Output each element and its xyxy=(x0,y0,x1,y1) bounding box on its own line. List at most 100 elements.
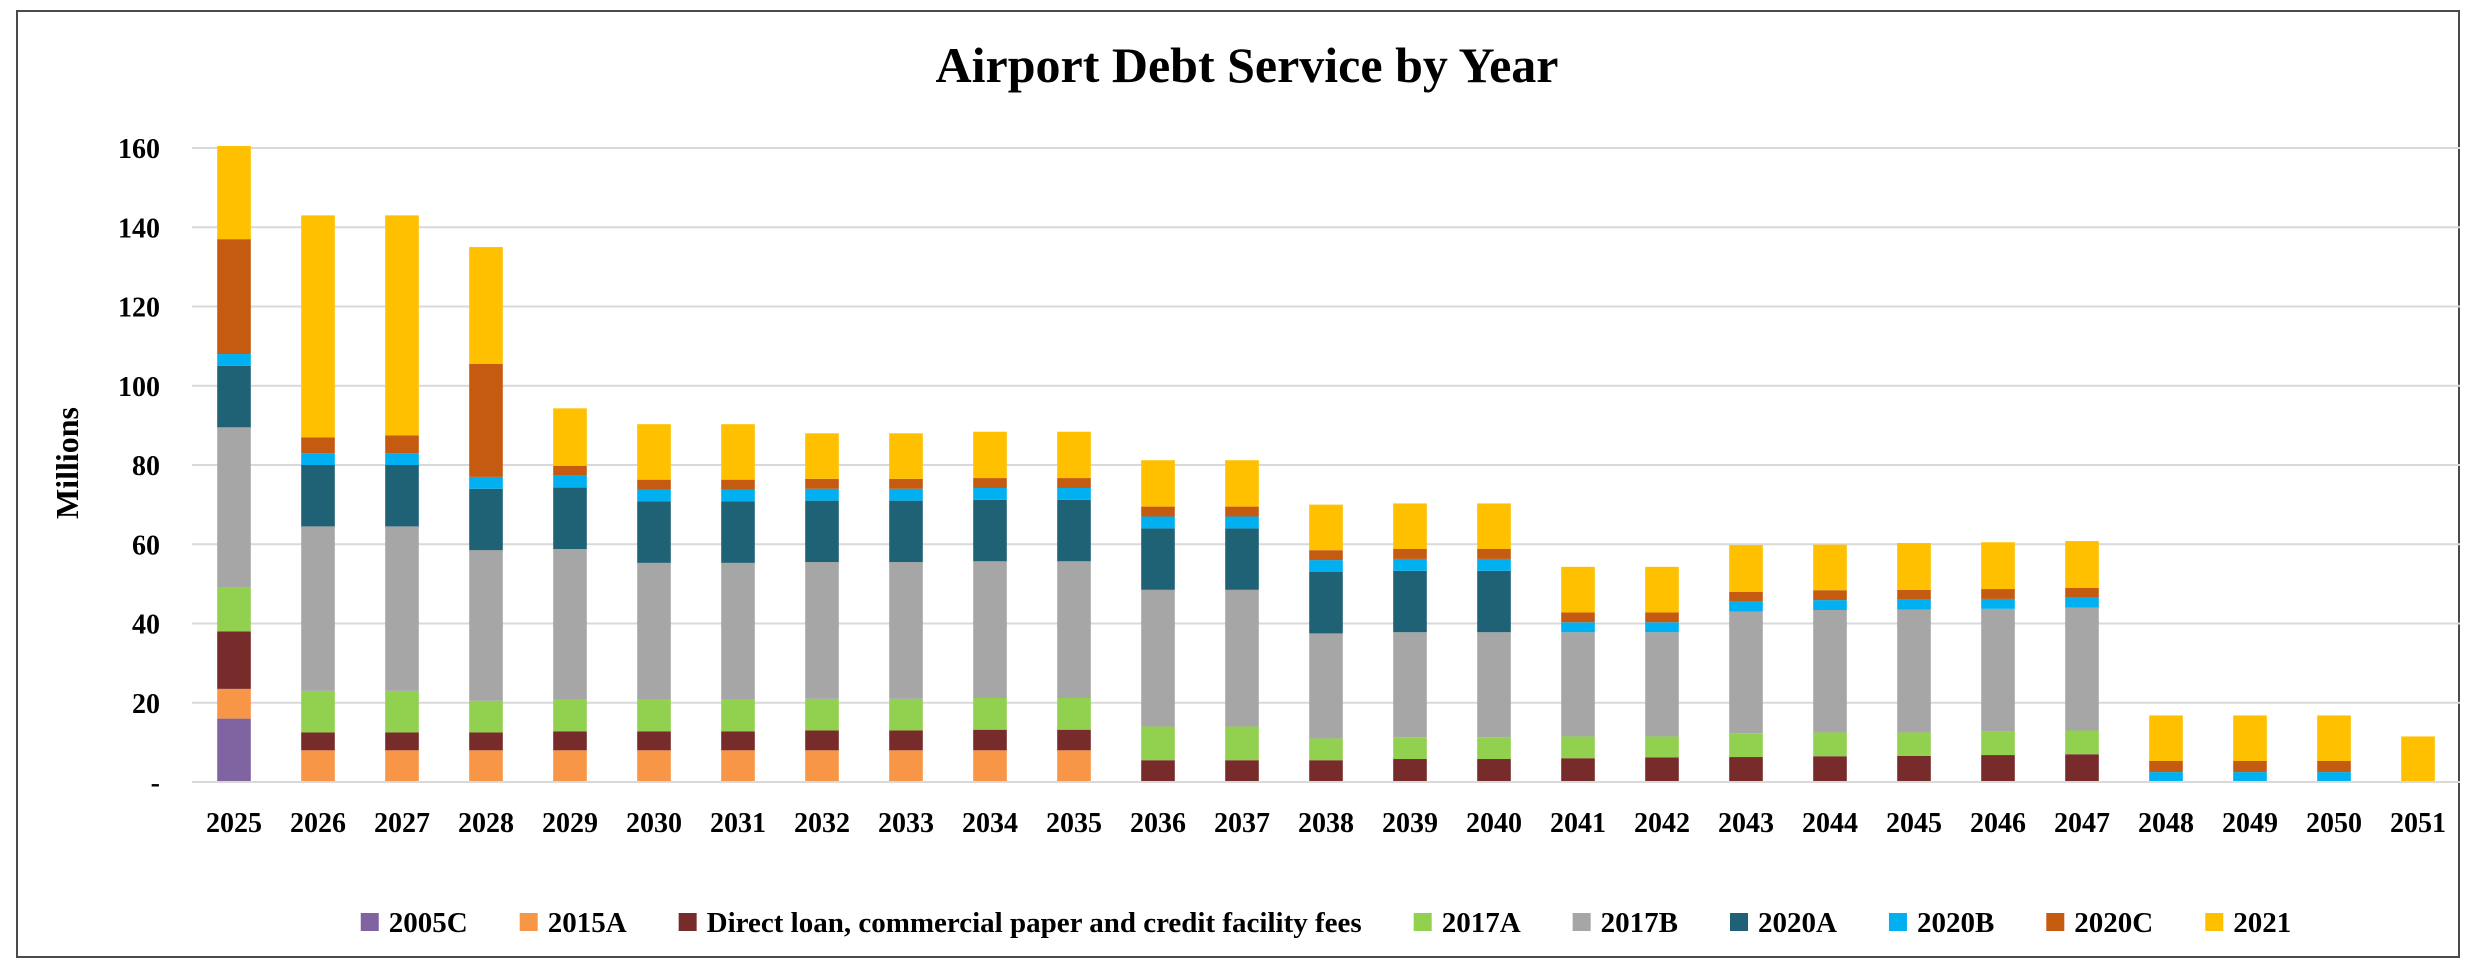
bar-segment xyxy=(973,561,1007,698)
bar-segment xyxy=(1141,506,1175,517)
bar-segment xyxy=(1057,697,1091,730)
bar-segment xyxy=(973,487,1007,500)
legend-label: 2017A xyxy=(1442,907,1521,939)
legend-item: Direct loan, commercial paper and credit… xyxy=(678,907,1362,939)
bar-segment xyxy=(1645,622,1679,633)
x-tick-label: 2044 xyxy=(1802,808,1858,839)
bar-segment xyxy=(2233,760,2267,773)
bar-segment xyxy=(1981,542,2015,590)
bar-segment xyxy=(1309,633,1343,739)
bar-segment xyxy=(973,750,1007,782)
legend-swatch xyxy=(360,913,379,931)
bar-segment xyxy=(805,488,839,501)
bar-segment xyxy=(889,478,923,489)
bar-segment xyxy=(889,750,923,782)
bar-2044 xyxy=(1813,544,1847,782)
bars xyxy=(217,146,2435,782)
bar-segment xyxy=(1645,757,1679,782)
bar-2036 xyxy=(1141,460,1175,782)
legend-swatch xyxy=(2205,913,2224,931)
bar-2030 xyxy=(637,424,671,782)
y-tick-label: 140 xyxy=(118,213,160,244)
bar-segment xyxy=(1729,757,1763,782)
bar-segment xyxy=(1477,632,1511,738)
bar-segment xyxy=(1813,600,1847,611)
bar-segment xyxy=(1393,549,1427,559)
bar-segment xyxy=(1393,503,1427,550)
bar-segment xyxy=(1897,732,1931,756)
bar-segment xyxy=(469,363,503,477)
bar-segment xyxy=(1897,589,1931,600)
bar-segment xyxy=(301,215,335,438)
bar-segment xyxy=(1141,589,1175,727)
bar-segment xyxy=(553,750,587,782)
bar-segment xyxy=(889,500,923,563)
bar-segment xyxy=(973,499,1007,562)
x-tick-label: 2043 xyxy=(1718,808,1774,839)
bar-segment xyxy=(1141,760,1175,782)
bar-segment xyxy=(805,478,839,489)
bar-segment xyxy=(637,699,671,732)
bar-segment xyxy=(1897,543,1931,590)
x-tick-label: 2045 xyxy=(1886,808,1942,839)
bar-segment xyxy=(1141,726,1175,761)
bar-segment xyxy=(301,526,335,691)
bar-segment xyxy=(1477,549,1511,559)
bar-segment xyxy=(721,479,755,490)
bar-segment xyxy=(2317,715,2351,761)
bar-segment xyxy=(1225,516,1259,529)
bar-2047 xyxy=(2065,541,2099,782)
bar-segment xyxy=(889,488,923,501)
bar-segment xyxy=(1141,528,1175,590)
bar-segment xyxy=(1309,550,1343,561)
bar-2046 xyxy=(1981,542,2015,782)
bar-2031 xyxy=(721,424,755,782)
bar-segment xyxy=(301,750,335,782)
bar-segment xyxy=(1645,632,1679,737)
x-tick-label: 2047 xyxy=(2054,808,2110,839)
bar-segment xyxy=(1561,736,1595,759)
bar-segment xyxy=(2065,587,2099,598)
bar-segment xyxy=(469,476,503,489)
x-tick-label: 2040 xyxy=(1466,808,1522,839)
legend-label: 2021 xyxy=(2233,907,2291,939)
bar-segment xyxy=(1393,570,1427,633)
bar-segment xyxy=(1309,738,1343,761)
bar-segment xyxy=(1813,590,1847,601)
bar-segment xyxy=(1729,591,1763,602)
bar-segment xyxy=(553,487,587,550)
bar-segment xyxy=(385,435,419,454)
legend-swatch xyxy=(1572,913,1591,931)
y-tick-label: 60 xyxy=(132,530,160,561)
bar-segment xyxy=(1309,504,1343,551)
bar-segment xyxy=(1561,566,1595,613)
x-tick-label: 2026 xyxy=(290,808,346,839)
bar-segment xyxy=(721,731,755,751)
bar-segment xyxy=(1729,545,1763,592)
legend-item: 2015A xyxy=(519,907,627,939)
legend-label: 2020C xyxy=(2074,907,2153,939)
x-tick-label: 2029 xyxy=(542,808,598,839)
bar-segment xyxy=(1729,611,1763,734)
bar-2026 xyxy=(301,215,335,782)
bar-segment xyxy=(1309,571,1343,634)
bar-segment xyxy=(1393,737,1427,760)
x-tick-label: 2027 xyxy=(374,808,430,839)
bar-segment xyxy=(385,465,419,527)
bar-segment xyxy=(1225,528,1259,590)
bar-segment xyxy=(2401,736,2435,782)
y-axis-ticks: - 20 40 60 80 100 120 140 160 xyxy=(118,134,160,799)
bar-segment xyxy=(2065,754,2099,782)
bar-2034 xyxy=(973,431,1007,782)
bar-segment xyxy=(1057,478,1091,488)
x-tick-label: 2050 xyxy=(2306,808,2362,839)
bar-segment xyxy=(301,690,335,733)
bar-segment xyxy=(1981,608,2015,732)
bar-segment xyxy=(1561,612,1595,623)
bar-segment xyxy=(889,698,923,731)
bar-segment xyxy=(1897,609,1931,733)
bar-segment xyxy=(1057,561,1091,698)
bar-2049 xyxy=(2233,715,2267,782)
legend-item: 2005C xyxy=(360,907,468,939)
